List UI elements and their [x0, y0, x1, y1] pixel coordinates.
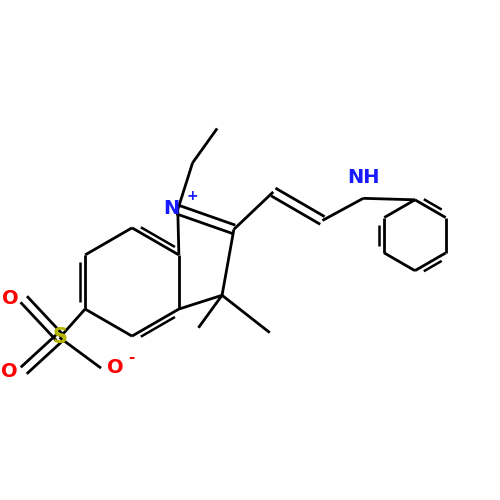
Text: N: N: [164, 199, 180, 218]
Text: -: -: [128, 350, 134, 365]
Text: O: O: [108, 358, 124, 376]
Text: O: O: [0, 362, 18, 381]
Text: +: +: [186, 189, 198, 203]
Text: NH: NH: [347, 168, 380, 187]
Text: S: S: [52, 326, 67, 346]
Text: O: O: [2, 288, 18, 308]
